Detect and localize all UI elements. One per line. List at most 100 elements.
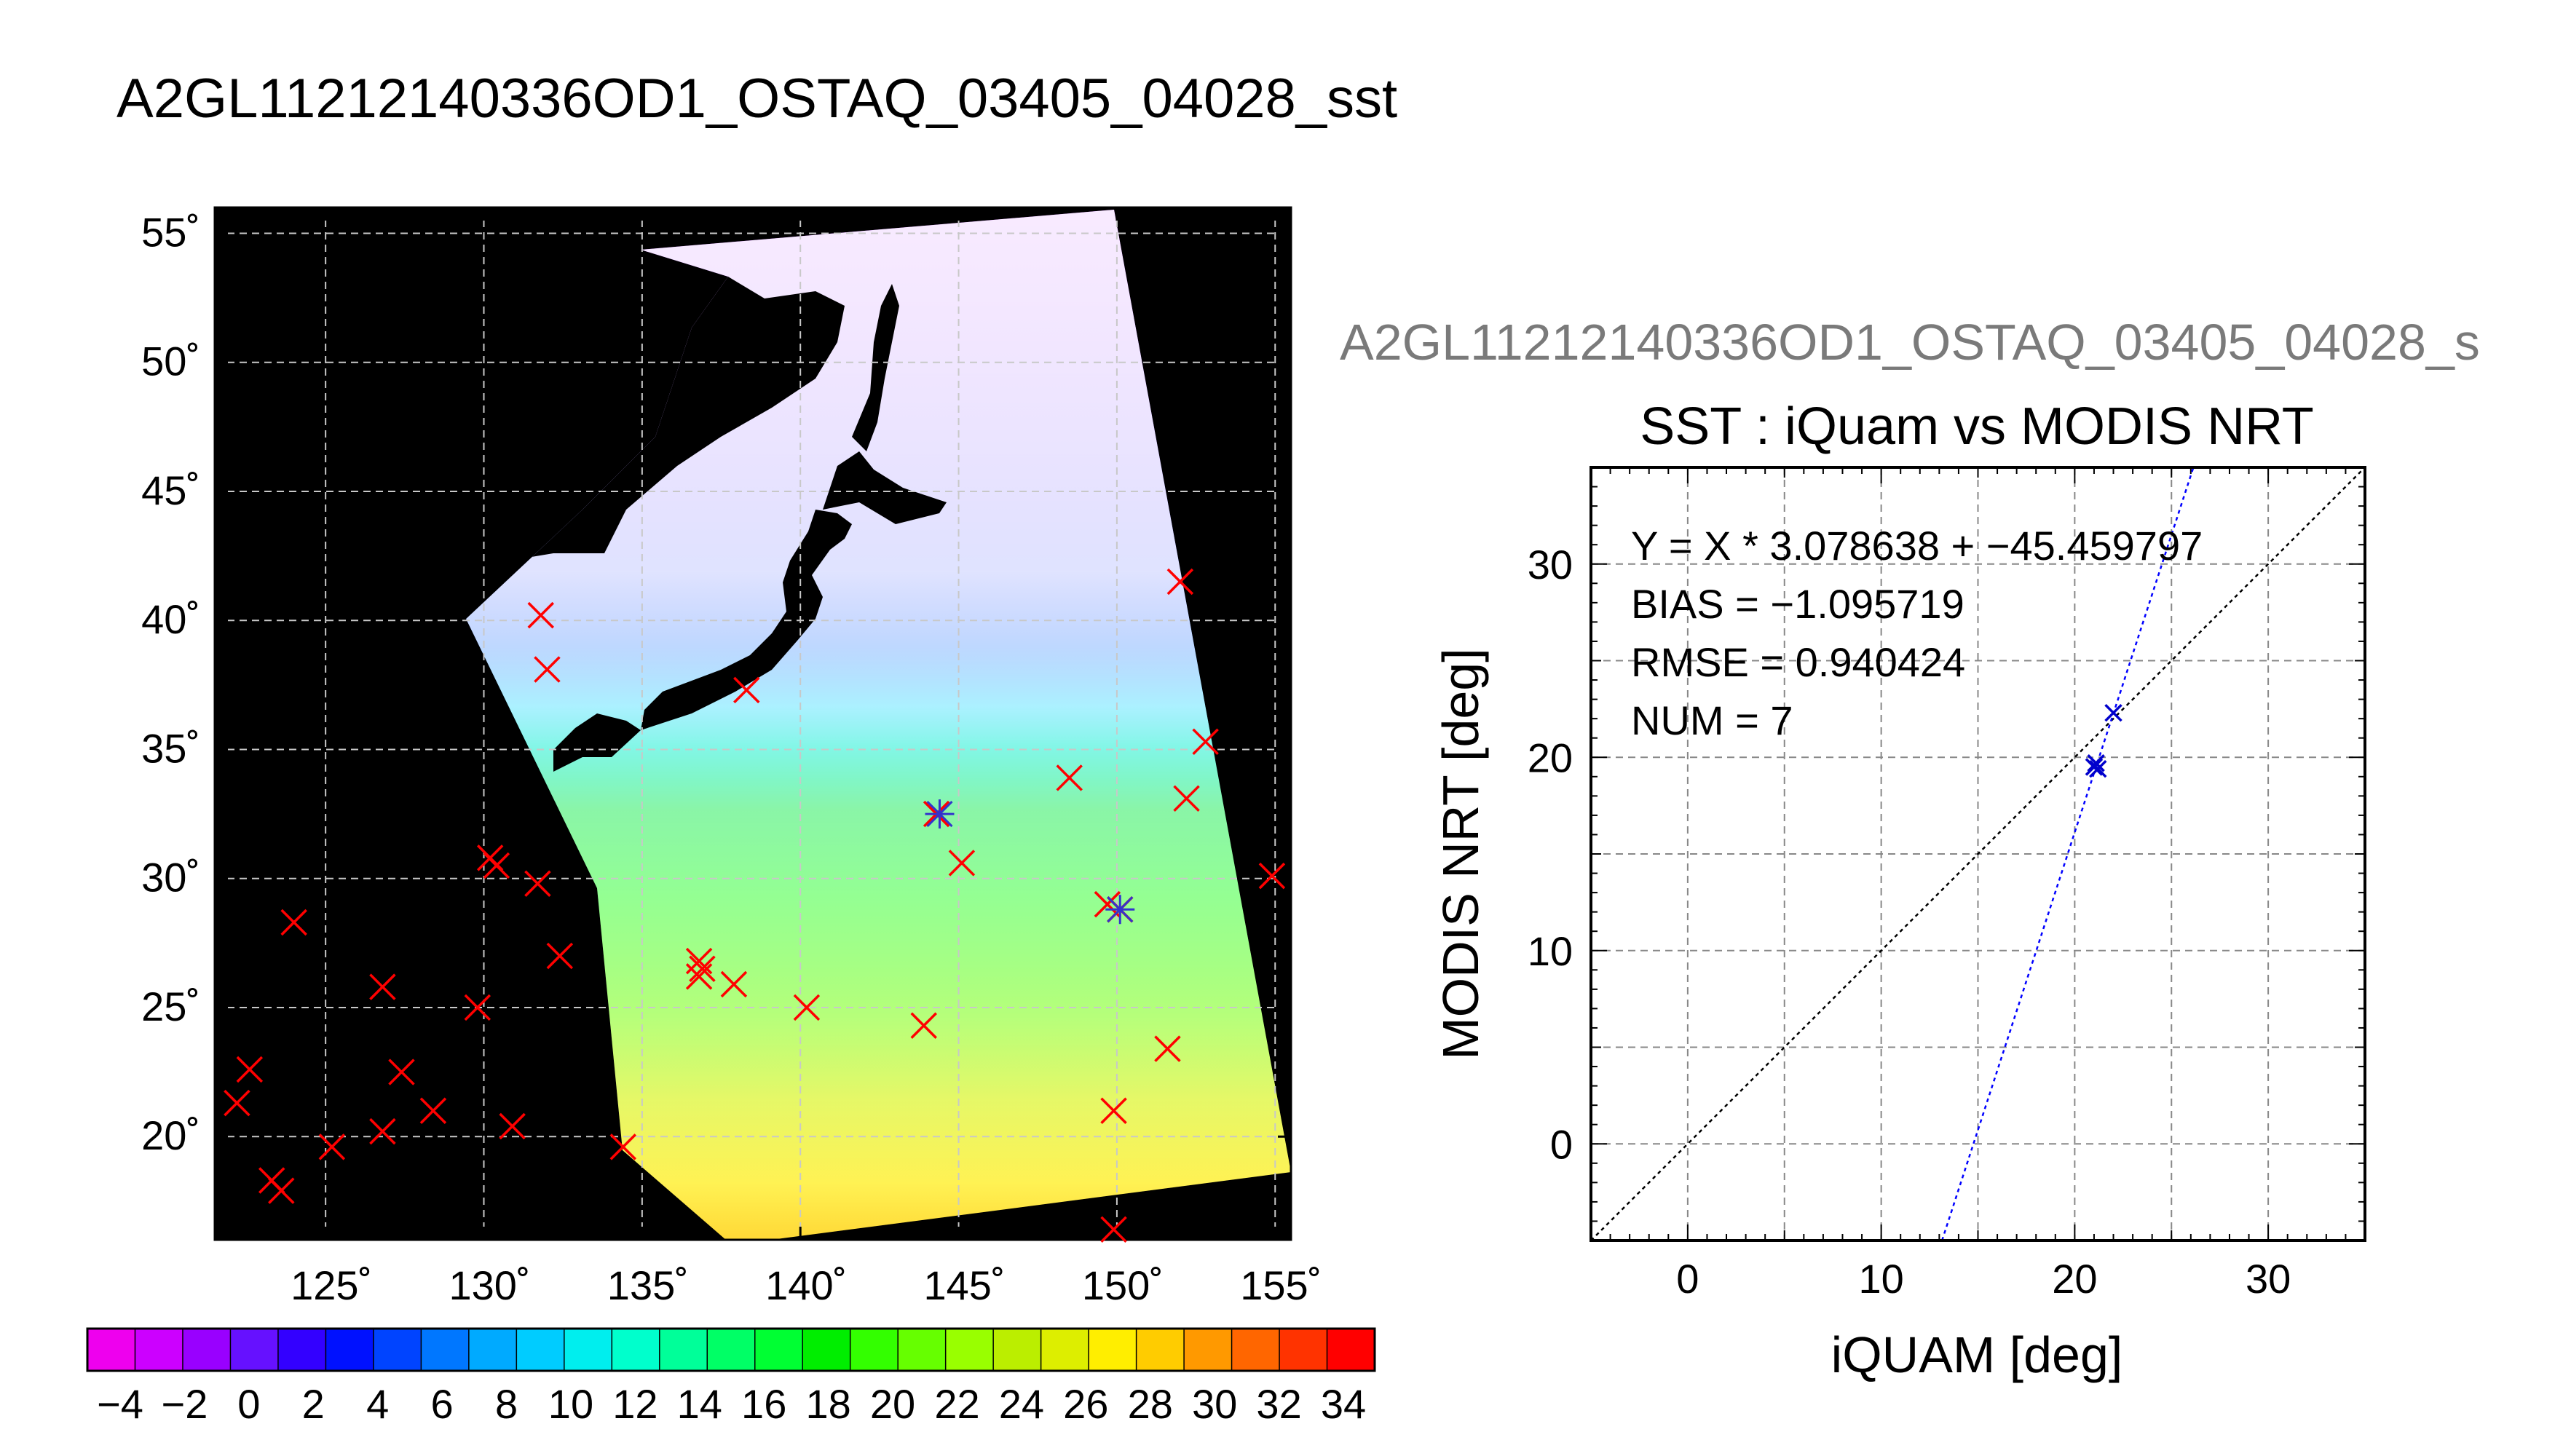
colorbar-tick-label: 22 [934, 1381, 979, 1427]
colorbar-cell [659, 1329, 708, 1371]
colorbar-tick-label: 0 [237, 1381, 260, 1427]
insitu-marker [910, 1012, 937, 1040]
map-ticks [215, 207, 1291, 1240]
insitu-marker [1100, 1216, 1127, 1243]
stat-line: Y = X * 3.078638 + −45.459797 [1631, 523, 2203, 569]
colorbar-cell [1279, 1329, 1328, 1371]
colorbar-cell [850, 1329, 899, 1371]
sst-map: 55˚ 50˚ 45˚ 40˚ 35˚ 30˚ 25˚ 20˚ 125˚ 130˚ 135˚ 140… [141, 206, 1322, 1308]
lat-label: 55˚ [141, 209, 200, 255]
lon-label: 130˚ [449, 1262, 530, 1308]
scatter-point [2104, 703, 2122, 722]
insitu-marker [685, 963, 713, 990]
colorbar-tick-label: 2 [302, 1381, 325, 1427]
colorbar-tick-label: 10 [548, 1381, 593, 1427]
colorbar-cells [87, 1329, 1375, 1371]
colorbar-frame [86, 1327, 1376, 1372]
x-tick-label: 10 [1858, 1256, 1903, 1302]
insitu-marker [1166, 568, 1194, 596]
colorbar-cell [707, 1329, 756, 1371]
insitu-marker [369, 1117, 396, 1145]
map-frame [213, 206, 1292, 1241]
y-tick-label: 0 [1550, 1121, 1573, 1167]
lat-label: 45˚ [141, 467, 200, 513]
colorbar-cell [325, 1329, 374, 1371]
longitude-labels: 125˚ 130˚ 135˚ 140˚ 145˚ 150˚ 155˚ [291, 1262, 1322, 1308]
insitu-marker [419, 1097, 447, 1124]
colorbar-tick-label: 6 [431, 1381, 454, 1427]
colorbar-cell [1089, 1329, 1137, 1371]
colorbar-cell [277, 1329, 326, 1371]
insitu-marker [268, 1177, 295, 1204]
scatter-plot: SST : iQuam vs MODIS NRT 0 10 20 30 0 10 20 30… [1432, 397, 2366, 1383]
map-markers [224, 568, 1286, 1243]
insitu-marker [369, 973, 396, 1000]
insitu-marker [388, 1059, 415, 1085]
insitu-marker [1258, 862, 1286, 890]
x-tick-label: 0 [1676, 1256, 1699, 1302]
colorbar-tick-label: 8 [495, 1381, 518, 1427]
figure-subtitle: A2GL11212140336OD1_OSTAQ_03405_04028_s [1340, 314, 2480, 371]
scatter-point [2085, 758, 2104, 776]
colorbar-cell [1184, 1329, 1233, 1371]
lat-label: 50˚ [141, 339, 200, 384]
latitude-labels: 55˚ 50˚ 45˚ 40˚ 35˚ 30˚ 25˚ 20˚ [141, 209, 200, 1158]
insitu-marker [546, 942, 574, 970]
insitu-marker [948, 850, 976, 877]
colorbar-tick-label: 32 [1256, 1381, 1301, 1427]
colorbar-cell [182, 1329, 231, 1371]
stat-line: RMSE = 0.940424 [1631, 639, 1965, 685]
insitu-marker [464, 994, 491, 1021]
insitu-marker [483, 852, 510, 879]
land-hokkaido [823, 451, 947, 524]
y-tick-label: 20 [1528, 735, 1573, 780]
scatter-points [2085, 703, 2122, 778]
insitu-marker [609, 1133, 637, 1160]
colorbar-cell [373, 1329, 422, 1371]
lat-label: 35˚ [141, 725, 200, 771]
land-sakhalin [852, 284, 899, 451]
colorbar-tick-label: 34 [1321, 1381, 1366, 1427]
insitu-marker [524, 870, 551, 898]
matched-marker [1105, 895, 1135, 925]
colorbar-tick-label: 26 [1063, 1381, 1108, 1427]
x-tick-label: 30 [2246, 1256, 2291, 1302]
insitu-marker [236, 1056, 264, 1083]
colorbar-cell [468, 1329, 517, 1371]
lat-label: 25˚ [141, 984, 200, 1029]
colorbar-tick-label: −4 [97, 1381, 143, 1427]
colorbar-cell [945, 1329, 994, 1371]
colorbar-cell [1327, 1329, 1375, 1371]
colorbar-tick-label: 30 [1192, 1381, 1237, 1427]
colorbar-cell [1136, 1329, 1185, 1371]
insitu-marker [224, 1089, 250, 1117]
colorbar-cell [898, 1329, 947, 1371]
lat-label: 30˚ [141, 855, 200, 901]
colorbar-cell [87, 1329, 135, 1371]
figure-title: A2GL11212140336OD1_OSTAQ_03405_04028_sst [117, 68, 1398, 130]
colorbar-tick-label: 20 [870, 1381, 915, 1427]
lat-label: 40˚ [141, 596, 200, 642]
insitu-marker [1056, 764, 1083, 791]
colorbar-tick-label: 28 [1128, 1381, 1173, 1427]
insitu-marker [527, 601, 554, 629]
x-axis-label: iQUAM [deg] [1831, 1326, 2123, 1383]
x-tick-label: 20 [2052, 1256, 2097, 1302]
colorbar-tick-label: 12 [612, 1381, 657, 1427]
scatter-lines [1591, 467, 2365, 1241]
one-to-one-line [1591, 467, 2365, 1241]
y-tick-label: 30 [1528, 542, 1573, 587]
matched-marker [925, 799, 955, 829]
lon-label: 155˚ [1240, 1262, 1322, 1308]
colorbar-tick-label: 4 [366, 1381, 389, 1427]
lat-label: 20˚ [141, 1112, 200, 1158]
colorbar-cell [135, 1329, 183, 1371]
map-gridlines [215, 207, 1291, 1240]
colorbar-cell [612, 1329, 660, 1371]
insitu-marker [1173, 785, 1200, 812]
colorbar-cell [516, 1329, 565, 1371]
colorbar-tick-label: −2 [161, 1381, 208, 1427]
regression-line [1940, 467, 2195, 1241]
y-tick-label: 10 [1528, 928, 1573, 974]
colorbar-tick-label: 16 [741, 1381, 786, 1427]
